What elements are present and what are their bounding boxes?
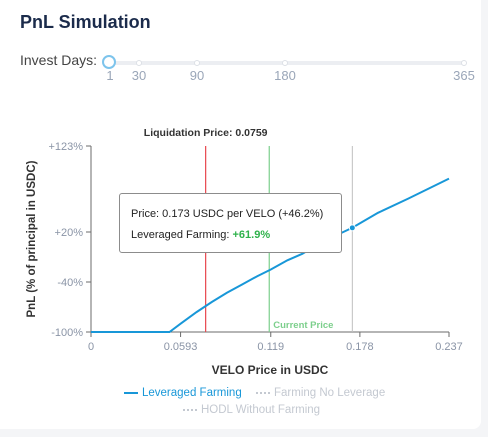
invest-days-slider-thumb[interactable]: [102, 55, 116, 69]
x-tick-label: 0.119: [257, 341, 284, 353]
legend-swatch: [183, 409, 197, 411]
series-line-leveraged-farming: [91, 177, 450, 333]
hover-data-point: [348, 224, 356, 232]
slider-tick-label[interactable]: 180: [274, 68, 296, 83]
x-tick-label: 0.0593: [164, 341, 198, 353]
slider-tick-label[interactable]: 365: [453, 68, 475, 83]
liquidation-price-label: Liquidation Price: 0.0759: [144, 127, 268, 139]
x-axis-ticks: 0 0.0593 0.119 0.178 0.237: [88, 332, 463, 353]
chart-tooltip: Price: 0.173 USDC per VELO (+46.2%) Leve…: [119, 193, 342, 253]
legend-swatch: [124, 392, 138, 394]
slider-step-180[interactable]: [282, 60, 288, 66]
current-price-label: Current Price: [273, 320, 333, 331]
y-tick-label: +20%: [55, 227, 84, 239]
slider-step-90[interactable]: [194, 60, 200, 66]
slider-step-30[interactable]: [136, 60, 142, 66]
page-title: PnL Simulation: [20, 12, 151, 32]
invest-days-label: Invest Days:: [20, 52, 98, 68]
legend-item-leveraged-farming[interactable]: Leveraged Farming: [124, 387, 242, 399]
legend-swatch: [256, 392, 270, 394]
y-tick-label: -100%: [51, 327, 83, 339]
tooltip-value: +61.9%: [232, 229, 271, 241]
x-tick-label: 0.178: [346, 341, 374, 353]
legend-item-hodl-without-farming[interactable]: HODL Without Farming: [183, 404, 320, 416]
x-tick-label: 0.237: [435, 341, 463, 353]
y-tick-label: +123%: [48, 141, 83, 153]
y-axis-title: PnL (% of principal in USDC): [26, 160, 38, 317]
tooltip-value-line: Leveraged Farming: +61.9%: [131, 229, 271, 241]
pnl-chart: +123% +20% -40% -100% 0 0.0593 0.119 0.178 0.23…: [26, 127, 463, 377]
slider-tick-label[interactable]: 1: [106, 68, 114, 83]
slider-step-365[interactable]: [461, 60, 467, 66]
x-axis-title: VELO Price in USDC: [212, 363, 329, 377]
legend-item-farming-no-leverage[interactable]: Farming No Leverage: [256, 387, 385, 399]
y-axis-ticks: +123% +20% -40% -100%: [48, 141, 91, 339]
x-tick-label: 0: [88, 341, 94, 353]
y-tick-label: -40%: [57, 277, 83, 289]
slider-tick-label[interactable]: 90: [189, 68, 205, 83]
slider-tick-label[interactable]: 30: [131, 68, 147, 83]
tooltip-price-line: Price: 0.173 USDC per VELO (+46.2%): [131, 208, 324, 220]
pnl-simulation-card: PnL Simulation Invest Days: 1 30 90 180 …: [0, 0, 481, 429]
